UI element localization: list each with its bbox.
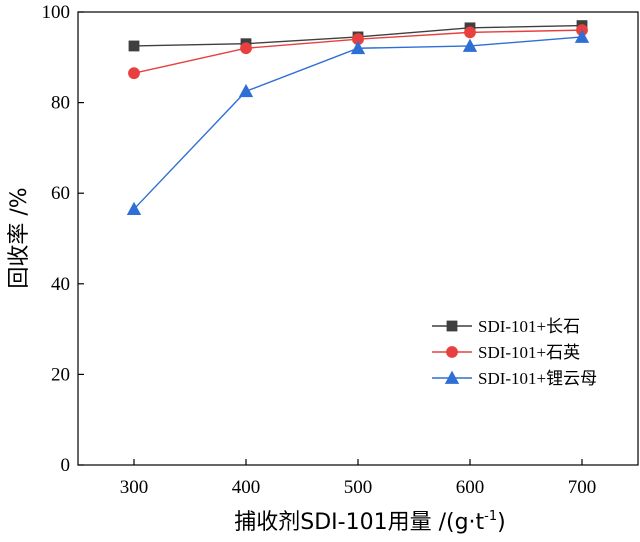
x-tick-label: 400	[232, 477, 261, 498]
data-point	[126, 201, 142, 215]
legend: SDI-101+长石 SDI-101+石英 SDI-101+锂云母	[432, 317, 597, 388]
x-tick-label: 500	[344, 477, 373, 498]
data-point	[238, 83, 254, 98]
series-line	[133, 36, 583, 210]
x-tick-label: 300	[120, 477, 149, 498]
x-axis-title-main: 捕收剂SDI-101用量 /(g·t	[234, 510, 484, 535]
y-tick-label: 100	[42, 2, 71, 23]
data-point	[350, 40, 366, 55]
x-axis-title: 捕收剂SDI-101用量 /(g·t-1)	[234, 509, 505, 535]
data-point	[464, 26, 476, 39]
y-tick-label: 80	[51, 93, 70, 114]
y-tick-label: 60	[51, 183, 70, 204]
legend-marker	[446, 346, 458, 358]
legend-label: SDI-101+长石	[478, 317, 580, 336]
plot-frame	[77, 11, 639, 466]
data-point	[128, 40, 140, 52]
y-tick-label: 0	[61, 455, 71, 476]
data-point	[462, 38, 478, 52]
legend-item-2: SDI-101+锂云母	[432, 369, 597, 388]
y-axis-title: 回收率 /%	[7, 187, 32, 288]
x-axis-title-sup: -1	[484, 509, 497, 524]
x-tick-label: 700	[568, 477, 597, 498]
legend-label: SDI-101+锂云母	[478, 369, 597, 388]
x-axis: 300 400 500 600 700	[120, 459, 597, 498]
data-point	[574, 29, 590, 43]
legend-label: SDI-101+石英	[478, 343, 580, 362]
series-layer	[126, 20, 590, 215]
y-axis: 0 20 40 60 80 100	[42, 2, 84, 476]
y-tick-label: 20	[51, 364, 70, 385]
x-tick-label: 600	[456, 477, 485, 498]
data-point	[128, 67, 140, 80]
x-axis-title-end: )	[497, 510, 506, 535]
legend-item-0: SDI-101+长石	[432, 317, 580, 336]
legend-item-1: SDI-101+石英	[432, 343, 580, 362]
legend-marker	[446, 320, 458, 332]
data-point	[240, 42, 252, 55]
y-tick-label: 40	[51, 274, 70, 295]
legend-marker	[444, 370, 460, 384]
series-2	[126, 29, 590, 215]
